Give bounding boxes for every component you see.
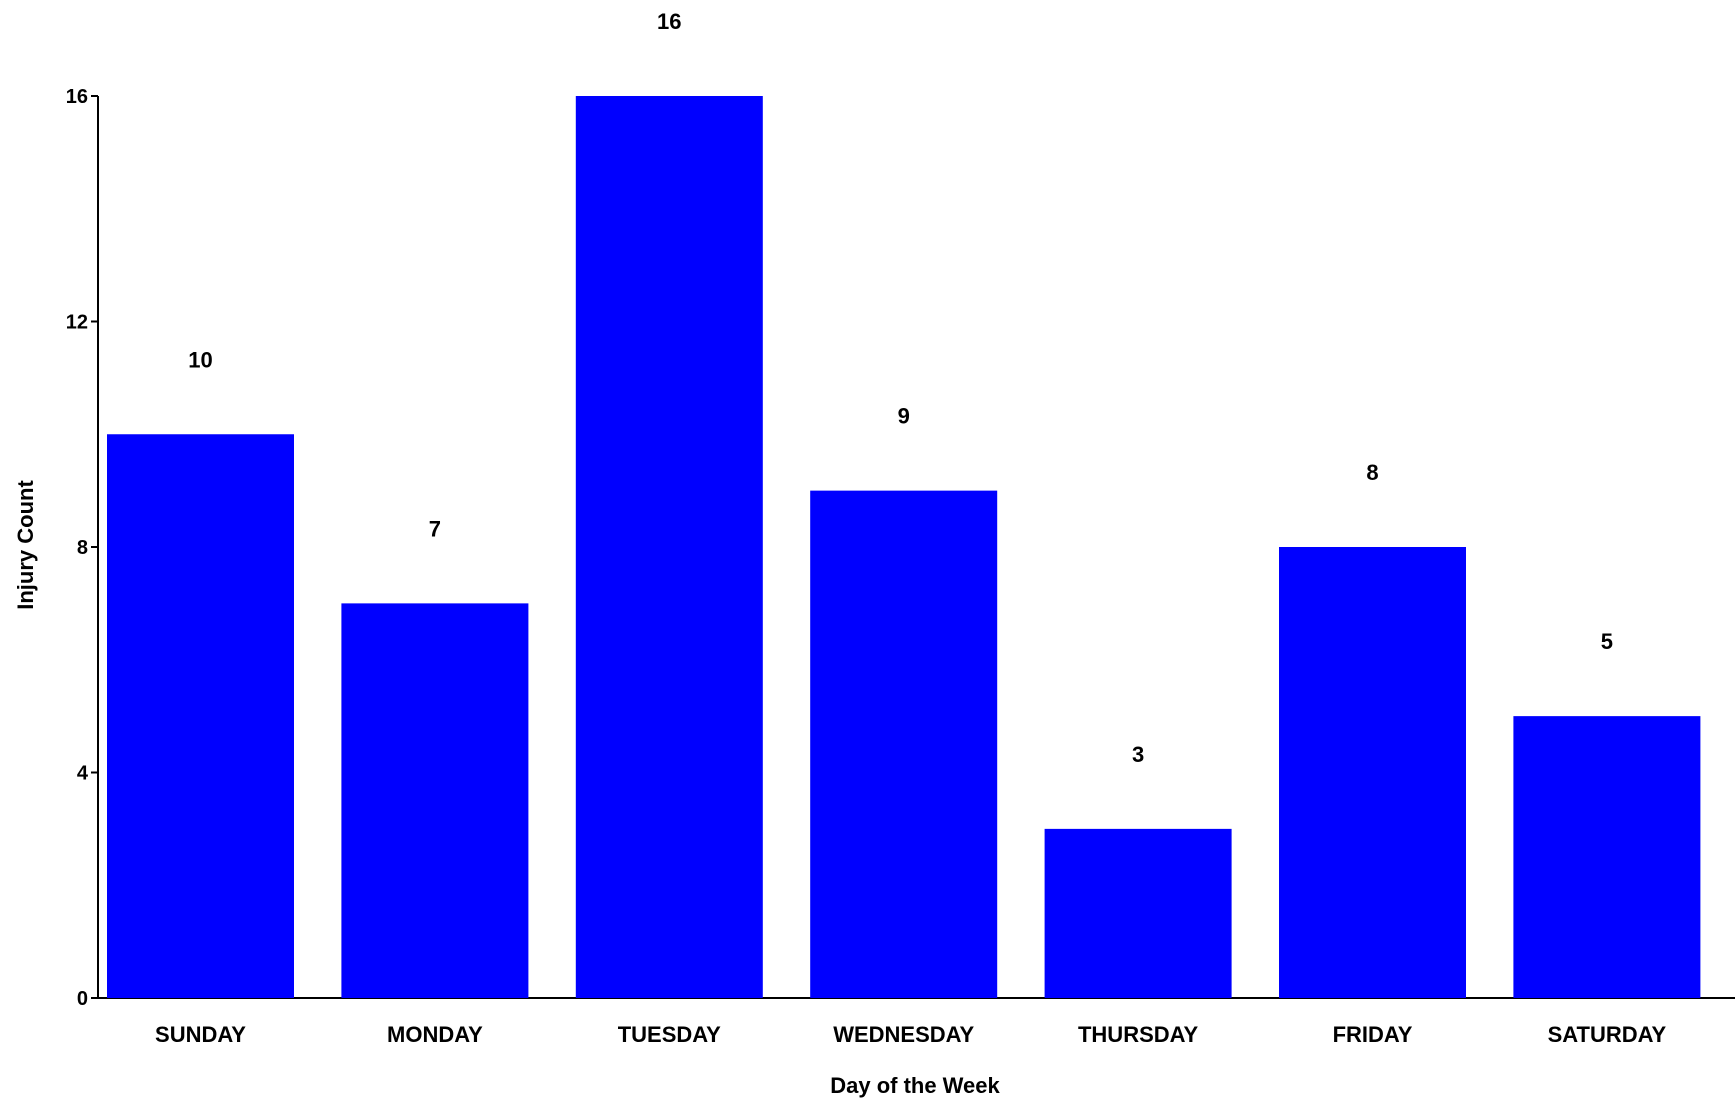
bar-saturday — [1513, 716, 1701, 998]
category-label-friday: FRIDAY — [1333, 1022, 1413, 1047]
bars — [107, 96, 1701, 998]
category-label-thursday: THURSDAY — [1078, 1022, 1199, 1047]
value-label-wednesday: 9 — [898, 404, 910, 429]
y-axis: 0 4 8 12 16 — [66, 86, 99, 1010]
value-label-sunday: 10 — [188, 347, 212, 372]
category-labels: SUNDAY MONDAY TUESDAY WEDNESDAY THURSDAY FRID… — [155, 1022, 1666, 1047]
category-label-tuesday: TUESDAY — [618, 1022, 721, 1047]
category-label-wednesday: WEDNESDAY — [833, 1022, 974, 1047]
y-tick-label: 8 — [77, 537, 88, 559]
x-axis-title: Day of the Week — [830, 1073, 1000, 1098]
value-label-thursday: 3 — [1132, 742, 1144, 767]
y-axis-title: Injury Count — [13, 480, 38, 610]
category-label-sunday: SUNDAY — [155, 1022, 246, 1047]
value-labels: 10 7 16 9 3 8 5 — [188, 9, 1613, 767]
bar-wednesday — [810, 490, 998, 998]
y-tick-label: 4 — [77, 763, 89, 785]
category-label-monday: MONDAY — [387, 1022, 483, 1047]
value-label-monday: 7 — [429, 516, 441, 541]
bar-friday — [1279, 547, 1466, 998]
bar-monday — [341, 603, 529, 998]
value-label-saturday: 5 — [1601, 629, 1613, 654]
y-tick-label: 16 — [66, 86, 88, 108]
value-label-tuesday: 16 — [657, 9, 681, 34]
y-tick-label: 0 — [77, 988, 88, 1010]
value-label-friday: 8 — [1366, 460, 1378, 485]
bar-sunday — [107, 434, 294, 998]
y-tick-label: 12 — [66, 312, 88, 334]
bar-thursday — [1044, 828, 1232, 998]
category-label-saturday: SATURDAY — [1548, 1022, 1667, 1047]
bar-tuesday — [575, 96, 763, 998]
